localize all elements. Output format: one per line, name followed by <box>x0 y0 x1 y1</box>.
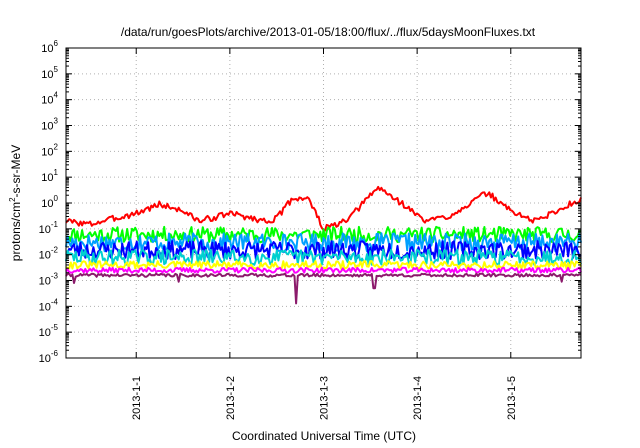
x-tick-label: 2013-1-2 <box>225 376 237 420</box>
x-tick-label: 2013-1-4 <box>412 376 424 420</box>
x-axis-label: Coordinated Universal Time (UTC) <box>232 429 416 443</box>
y-tick-label: 10-5 <box>39 323 59 339</box>
y-tick-label: 10-6 <box>39 349 59 365</box>
y-tick-label: 106 <box>41 39 58 55</box>
plot-frame <box>65 47 582 359</box>
x-axis: 2013-1-1 2013-1-2 2013-1-3 2013-1-4 2013-1-5 <box>131 48 518 420</box>
chart-title: /data/run/goesPlots/archive/2013-01-05/1… <box>121 25 536 39</box>
series-line <box>65 260 582 270</box>
y-tick-label: 10-2 <box>39 246 59 262</box>
series-lines <box>65 185 582 305</box>
y-tick-label: 104 <box>41 91 58 107</box>
x-tick-label: 2013-1-5 <box>506 376 518 420</box>
y-tick-label: 10-3 <box>39 272 59 288</box>
y-tick-label: 101 <box>41 168 58 184</box>
y-tick-label: 10-4 <box>39 297 59 313</box>
grid <box>66 48 581 358</box>
series-line <box>65 272 582 305</box>
y-axis-label: protons/cm2-s-sr-MeV <box>8 145 23 261</box>
y-tick-label: 105 <box>41 65 58 81</box>
x-tick-label: 2013-1-1 <box>131 376 143 420</box>
x-tick-label: 2013-1-3 <box>319 376 331 420</box>
y-tick-label: 102 <box>41 142 58 158</box>
y-axis: 10-6 10-5 10-4 10-3 10-2 10-1 100 101 102 103 104 1… <box>39 39 581 365</box>
series-line <box>65 266 582 274</box>
series-line <box>65 232 582 253</box>
y-tick-label: 103 <box>41 117 58 133</box>
y-tick-label: 100 <box>41 194 58 210</box>
y-tick-label: 10-1 <box>39 220 59 236</box>
